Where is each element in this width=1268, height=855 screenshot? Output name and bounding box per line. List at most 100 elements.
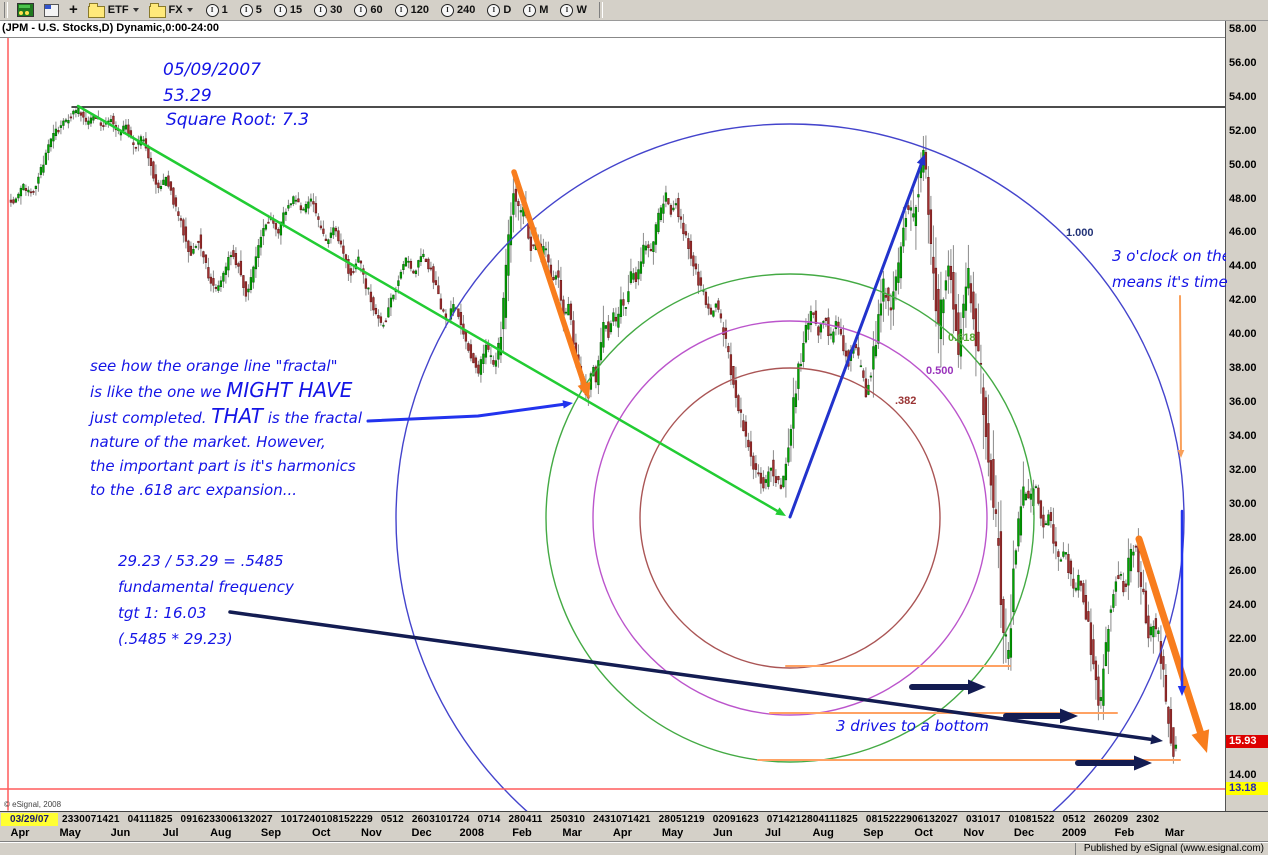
month-label-row: Apr May Jun Jul Aug Sep Oct Nov Dec 2008 Feb Mar Apr… [0, 827, 1268, 842]
interval-icon: I [273, 3, 287, 17]
month-label-sep: Sep [260, 827, 282, 839]
frequency-note-line1: 29.23 / 53.29 = .5485 [118, 552, 284, 570]
interval-button-15[interactable]: I 15 [268, 3, 308, 17]
price-tick-label: 44.00 [1229, 260, 1257, 273]
price-tick-label: 26.00 [1229, 565, 1257, 578]
interval-button-30[interactable]: I 30 [308, 3, 348, 17]
price-tick-label: 36.00 [1229, 395, 1257, 408]
square-root-note: Square Root: 7.3 [166, 110, 310, 130]
quote-board-button[interactable] [14, 2, 37, 18]
day-number-row: 2330071421 04111825 0916233006132027 101… [62, 814, 1160, 825]
frequency-note-line2: fundamental frequency [118, 578, 294, 596]
fx-folder-label: FX [168, 4, 183, 16]
interval-icon: I [440, 3, 454, 17]
chart-window-icon [44, 3, 59, 17]
esignal-copyright: © eSignal, 2008 [4, 800, 62, 809]
interval-icon: I [354, 3, 368, 17]
interval-button-120[interactable]: I 120 [389, 3, 435, 17]
folder-icon [148, 2, 166, 18]
fractal-note-line6: to the .618 arc expansion... [90, 481, 298, 499]
price-tick-label: 48.00 [1229, 192, 1257, 205]
chevron-down-icon [132, 8, 139, 12]
price-tick-label: 46.00 [1229, 226, 1257, 239]
add-chart-button[interactable]: + [66, 2, 81, 18]
current-price-badge: 15.93 [1226, 735, 1268, 749]
price-tick-label: 34.00 [1229, 429, 1257, 442]
chart-title-strip: (JPM - U.S. Stocks,D) Dynamic,0:00-24:00 [0, 21, 1225, 37]
drives-note: 3 drives to a bottom [836, 717, 989, 735]
interval-label: 1 [221, 4, 228, 16]
month-label-mar: Mar [1164, 827, 1185, 839]
month-label-jun: Jun [110, 827, 131, 839]
frequency-note: 29.23 / 53.29 = .5485 fundamental freque… [118, 548, 294, 652]
fractal-note-line2: is like the one we MIGHT HAVE [90, 378, 353, 402]
fractal-note-line3: just completed. THAT is the fractal [90, 404, 362, 428]
interval-icon: I [205, 3, 219, 17]
frequency-note-line4: (.5485 * 29.23) [118, 630, 233, 648]
interval-button-60[interactable]: I 60 [348, 3, 388, 17]
fib-label-1000: 1.000 [1066, 227, 1094, 239]
month-label-aug: Aug [210, 827, 232, 839]
price-tick-label: 30.00 [1229, 497, 1257, 510]
interval-icon: I [560, 3, 574, 17]
interval-icon: I [239, 3, 253, 17]
fib-label-0382: .382 [895, 395, 917, 407]
oclock-note-line1: 3 o'clock on the c [1112, 247, 1226, 265]
month-label-may: May [661, 827, 684, 839]
interval-label: 120 [410, 4, 429, 16]
interval-label: 60 [370, 4, 383, 16]
price-tick-label: 52.00 [1229, 124, 1257, 137]
month-label-aug: Aug [812, 827, 834, 839]
price-tick-label: 58.00 [1229, 23, 1257, 35]
toolbar-separator [4, 2, 8, 18]
month-label-jun: Jun [713, 827, 733, 839]
fractal-note: see how the orange line "fractal" is lik… [90, 354, 362, 502]
price-tick-label: 22.00 [1229, 633, 1257, 646]
toolbar: + ETF FX I 1 I 5 I 15 I 30 I 60 I 120 I 240 I D I M I W [0, 0, 1268, 21]
interval-label: D [503, 4, 512, 16]
month-label-feb: Feb [512, 827, 532, 839]
interval-button-240[interactable]: I 240 [435, 3, 481, 17]
etf-folder-button[interactable]: ETF [85, 2, 142, 19]
date-axis[interactable]: 03/29/07 2330071421 04111825 09162330061… [0, 811, 1268, 843]
fib-label-0500: 0.500 [926, 365, 954, 377]
chart-window-button[interactable] [41, 3, 62, 18]
month-label-may: May [59, 827, 81, 839]
month-label-2008: 2008 [459, 827, 485, 839]
add-icon: + [69, 1, 78, 18]
target-price-badge: 13.18 [1226, 781, 1268, 795]
price-axis[interactable]: 15.93 13.18 58.00 56.00 54.00 52.00 50.00 48.… [1225, 21, 1268, 811]
month-label-apr: Apr [10, 827, 30, 839]
fractal-note-line1: see how the orange line "fractal" [90, 357, 338, 375]
interval-button-group: I 1 I 5 I 15 I 30 I 60 I 120 I 240 I D I M I W [200, 3, 593, 17]
price-tick-label: 32.00 [1229, 463, 1257, 476]
month-label-sep: Sep [863, 827, 884, 839]
month-label-oct: Oct [312, 827, 331, 839]
price-tick-label: 56.00 [1229, 56, 1257, 69]
fractal-note-line4: nature of the market. However, [90, 433, 326, 451]
price-tick-label: 24.00 [1229, 599, 1257, 612]
status-bar: Published by eSignal (www.esignal.com) [0, 842, 1268, 855]
price-tick-label: 42.00 [1229, 294, 1257, 307]
month-label-jul: Jul [765, 827, 781, 839]
chart-title: (JPM - U.S. Stocks,D) Dynamic,0:00-24:00 [2, 22, 220, 34]
price-tick-label: 28.00 [1229, 531, 1257, 544]
highlighted-date-badge: 03/29/07 [1, 813, 58, 826]
etf-folder-label: ETF [107, 4, 129, 16]
interval-icon: I [487, 3, 501, 17]
price-tick-label: 18.00 [1229, 701, 1257, 713]
month-label-mar: Mar [562, 827, 582, 839]
frequency-note-line3: tgt 1: 16.03 [118, 604, 207, 622]
price-tick-label: 54.00 [1229, 90, 1257, 103]
month-label-nov: Nov [361, 827, 382, 839]
published-by-note: Published by eSignal (www.esignal.com) [1074, 843, 1264, 855]
price-tick-label: 38.00 [1229, 362, 1257, 374]
month-label-apr: Apr [612, 827, 632, 839]
price-tick-label: 20.00 [1229, 667, 1257, 680]
fx-folder-button[interactable]: FX [146, 2, 196, 19]
